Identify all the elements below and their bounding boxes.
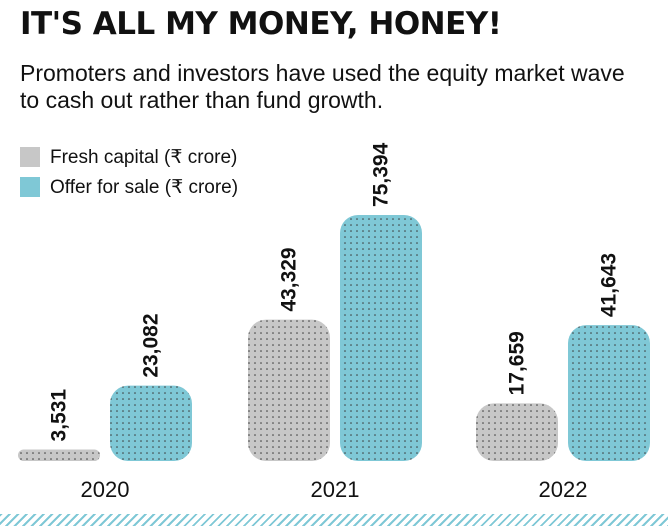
data-label-fresh-2022: 17,659 xyxy=(506,331,529,395)
legend-label-ofs: Offer for sale (₹ crore) xyxy=(50,176,239,198)
x-tick-label-2021: 2021 xyxy=(311,477,360,502)
legend-swatch-ofs xyxy=(20,177,40,197)
bar-fresh-2022 xyxy=(476,403,558,461)
data-label-ofs-2021: 75,394 xyxy=(370,142,393,207)
x-tick-label-2020: 2020 xyxy=(81,477,130,502)
bar-ofs-2020 xyxy=(110,385,192,461)
legend-swatch-fresh xyxy=(20,147,40,167)
data-label-fresh-2020: 3,531 xyxy=(48,389,71,442)
legend-item-ofs: Offer for sale (₹ crore) xyxy=(20,172,238,202)
page-title: IT'S ALL MY MONEY, HONEY! xyxy=(20,6,502,42)
x-tick-label-2022: 2022 xyxy=(539,477,588,502)
page-subtitle: Promoters and investors have used the eq… xyxy=(20,60,625,113)
decorative-stripe xyxy=(0,514,668,526)
data-label-fresh-2021: 43,329 xyxy=(278,247,301,311)
bar-fresh-2021 xyxy=(248,319,330,461)
data-label-ofs-2022: 41,643 xyxy=(598,253,621,317)
bar-fresh-2020 xyxy=(18,449,100,461)
legend-label-fresh: Fresh capital (₹ crore) xyxy=(50,146,238,168)
bar-ofs-2022 xyxy=(568,325,650,461)
legend: Fresh capital (₹ crore) Offer for sale (… xyxy=(20,142,238,202)
legend-item-fresh: Fresh capital (₹ crore) xyxy=(20,142,238,172)
bar-ofs-2021 xyxy=(340,215,422,461)
data-label-ofs-2020: 23,082 xyxy=(140,313,163,377)
